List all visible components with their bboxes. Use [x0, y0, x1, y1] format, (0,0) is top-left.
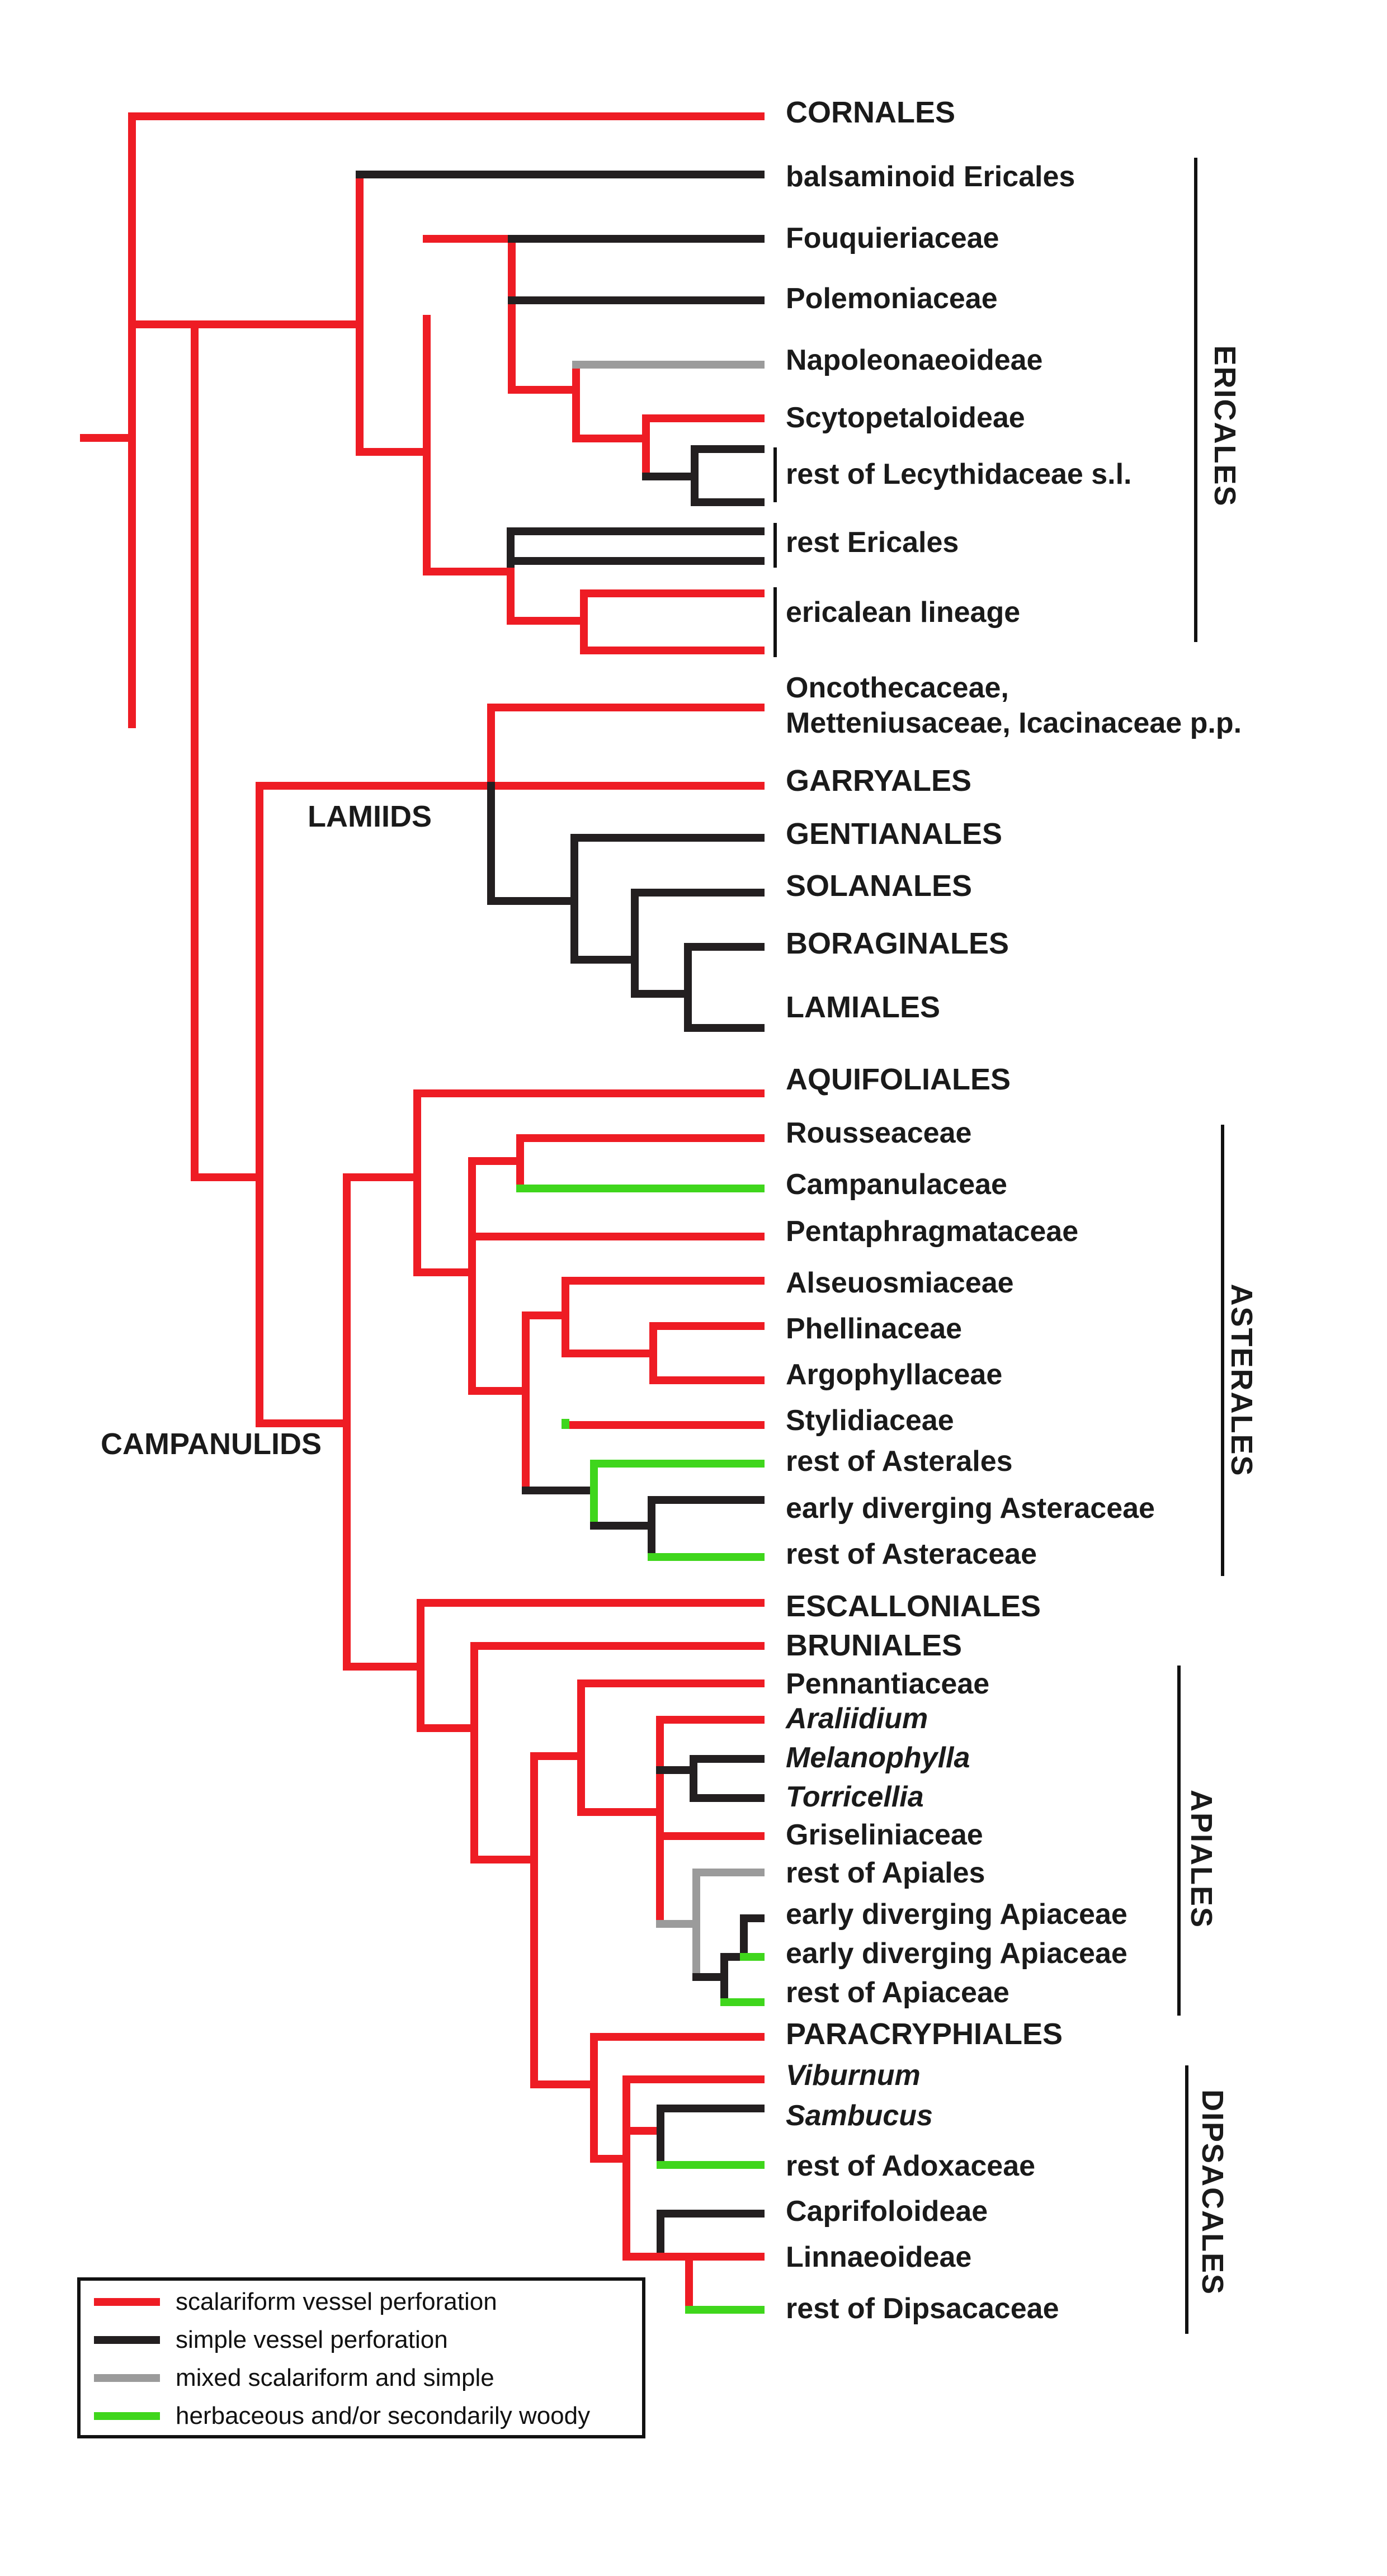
taxon-label-campanulaceae: Campanulaceae — [786, 1168, 1007, 1201]
legend-label-mixed: mixed scalariform and simple — [176, 2364, 494, 2391]
taxon-label-rest-ericales: rest Ericales — [786, 526, 959, 559]
taxon-label-solanales: SOLANALES — [786, 869, 972, 903]
taxon-label-gentianales: GENTIANALES — [786, 817, 1002, 851]
taxon-label-rest-of-adoxaceae: rest of Adoxaceae — [786, 2150, 1035, 2182]
taxon-label-napoleonaeoideae: Napoleonaeoideae — [786, 344, 1042, 376]
taxon-label-phellinaceae: Phellinaceae — [786, 1313, 962, 1345]
group-label-dipsacales: DIPSACALES — [1196, 2089, 1229, 2295]
taxon-label-lamiales: LAMIALES — [786, 990, 940, 1024]
taxon-label-araliidium: Araliidium — [785, 1702, 928, 1735]
taxon-label-rest-of-asterales: rest of Asterales — [786, 1445, 1013, 1478]
taxon-label-metteniusaceae-icacinaceae: Metteniusaceae, Icacinaceae p.p. — [786, 707, 1242, 739]
taxon-label-escalloniales: ESCALLONIALES — [786, 1589, 1041, 1623]
taxon-label-sambucus: Sambucus — [786, 2100, 933, 2132]
taxon-label-bruniales: BRUNIALES — [786, 1629, 962, 1662]
taxon-label-oncothecaceae: Oncothecaceae, — [786, 672, 1009, 704]
legend-item-simple: simple vessel perforation — [94, 2323, 448, 2357]
taxon-label-paracryphiales: PARACRYPHIALES — [786, 2017, 1063, 2051]
taxon-labels: CORNALES balsaminoid Ericales Fouquieria… — [101, 96, 1258, 2325]
taxon-label-boraginales: BORAGINALES — [786, 927, 1009, 960]
taxon-label-griseliniaceae: Griseliniaceae — [786, 1819, 983, 1851]
legend-swatch-scalariform — [94, 2298, 160, 2306]
legend-item-scalariform: scalariform vessel perforation — [94, 2285, 497, 2319]
taxon-label-linnaeoideae: Linnaeoideae — [786, 2241, 971, 2273]
legend: scalariform vessel perforation simple ve… — [77, 2277, 645, 2438]
taxon-label-garryales: GARRYALES — [786, 764, 971, 798]
clade-label-lamiids: LAMIIDS — [308, 800, 432, 833]
tree-branches — [80, 112, 765, 2314]
taxon-label-viburnum: Viburnum — [786, 2059, 921, 2092]
legend-swatch-simple — [94, 2336, 160, 2344]
taxon-label-stylidiaceae: Stylidiaceae — [786, 1404, 954, 1437]
legend-swatch-herbaceous — [94, 2412, 160, 2420]
taxon-label-alseuosmiaceae: Alseuosmiaceae — [786, 1267, 1014, 1299]
taxon-label-rousseaceae: Rousseaceae — [786, 1117, 971, 1149]
clade-brackets — [773, 158, 1224, 2334]
taxon-label-rest-of-dipsacaceae: rest of Dipsacaceae — [786, 2292, 1059, 2325]
taxon-label-rest-of-asteraceae: rest of Asteraceae — [786, 1538, 1037, 1570]
taxon-label-early-diverging-asteraceae: early diverging Asteraceae — [786, 1492, 1155, 1525]
taxon-label-rest-of-apiaceae: rest of Apiaceae — [786, 1976, 1009, 2009]
taxon-label-ericalean-lineage: ericalean lineage — [786, 596, 1020, 629]
legend-item-herbaceous: herbaceous and/or secondarily woody — [94, 2399, 590, 2433]
taxon-label-torricellia: Torricellia — [786, 1781, 924, 1813]
taxon-label-polemoniaceae: Polemoniaceae — [786, 282, 998, 315]
taxon-label-cornales: CORNALES — [786, 96, 955, 129]
taxon-label-pennantiaceae: Pennantiaceae — [786, 1668, 989, 1700]
legend-label-scalariform: scalariform vessel perforation — [176, 2288, 497, 2315]
legend-label-simple: simple vessel perforation — [176, 2326, 448, 2353]
taxon-label-fouquieriaceae: Fouquieriaceae — [786, 222, 999, 254]
taxon-label-caprifoloideae: Caprifoloideae — [786, 2195, 988, 2228]
group-label-asterales: ASTERALES — [1225, 1284, 1258, 1476]
taxon-label-balsaminoid-ericales: balsaminoid Ericales — [786, 161, 1075, 193]
taxon-label-melanophylla: Melanophylla — [786, 1742, 970, 1774]
group-label-apiales: APIALES — [1185, 1790, 1218, 1928]
taxon-label-early-diverging-apiaceae-1: early diverging Apiaceae — [786, 1898, 1127, 1931]
legend-label-herbaceous: herbaceous and/or secondarily woody — [176, 2402, 591, 2429]
group-label-ericales: ERICALES — [1208, 345, 1242, 507]
legend-swatch-mixed — [94, 2374, 160, 2382]
taxon-label-aquifoliales: AQUIFOLIALES — [786, 1063, 1011, 1096]
taxon-label-argophyllaceae: Argophyllaceae — [786, 1358, 1002, 1391]
taxon-label-rest-of-lecythidaceae: rest of Lecythidaceae s.l. — [786, 458, 1132, 490]
taxon-label-pentaphragmataceae: Pentaphragmataceae — [786, 1215, 1078, 1248]
taxon-label-scytopetaloideae: Scytopetaloideae — [786, 402, 1025, 434]
taxon-label-rest-of-apiales: rest of Apiales — [786, 1857, 985, 1889]
clade-label-campanulids: CAMPANULIDS — [101, 1427, 322, 1461]
taxon-label-early-diverging-apiaceae-2: early diverging Apiaceae — [786, 1937, 1127, 1970]
legend-item-mixed: mixed scalariform and simple — [94, 2361, 494, 2395]
